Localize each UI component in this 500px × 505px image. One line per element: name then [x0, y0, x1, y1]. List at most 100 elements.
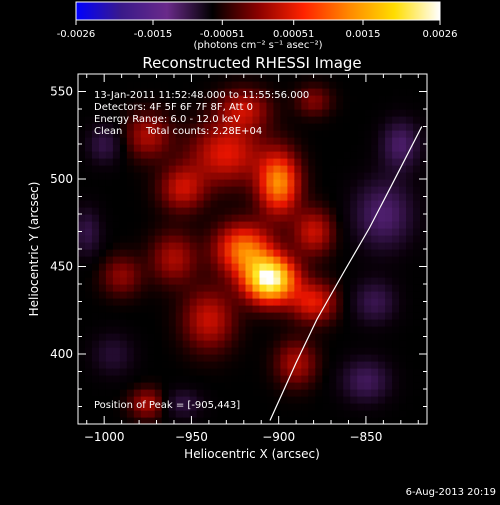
heatmap-cell	[189, 277, 198, 285]
heatmap-cell	[182, 326, 191, 334]
heatmap-cell	[196, 347, 205, 355]
heatmap-cell	[336, 291, 344, 299]
heatmap-cell	[224, 130, 233, 138]
heatmap-cell	[322, 256, 330, 264]
heatmap-cell	[210, 347, 219, 355]
heatmap-cell	[252, 130, 261, 138]
heatmap-cell	[210, 361, 219, 369]
heatmap-cell	[84, 74, 93, 82]
heatmap-cell	[140, 263, 149, 271]
heatmap-cell	[329, 354, 337, 362]
heatmap-cell	[315, 221, 323, 229]
heatmap-cell	[217, 270, 226, 278]
heatmap-cell	[343, 291, 351, 299]
heatmap-cell	[126, 410, 135, 418]
heatmap-cell	[371, 333, 379, 341]
heatmap-cell	[329, 81, 337, 89]
heatmap-cell	[98, 291, 107, 299]
heatmap-cell	[392, 228, 400, 236]
heatmap-cell	[252, 375, 261, 383]
heatmap-cell	[364, 130, 372, 138]
heatmap-cell	[420, 172, 427, 180]
heatmap-cell	[273, 130, 282, 138]
heatmap-cell	[378, 109, 386, 117]
heatmap-cell	[413, 291, 421, 299]
heatmap-cell	[161, 375, 170, 383]
heatmap-cell	[154, 291, 163, 299]
heatmap-cell	[140, 235, 149, 243]
heatmap-cell	[392, 375, 400, 383]
heatmap-cell	[371, 193, 379, 201]
heatmap-cell	[413, 207, 421, 215]
heatmap-cell	[364, 137, 372, 145]
heatmap-cell	[350, 249, 358, 257]
heatmap-cell	[238, 347, 247, 355]
heatmap-cell	[308, 305, 316, 313]
heatmap-cell	[252, 200, 261, 208]
heatmap-cell	[357, 116, 365, 124]
heatmap-cell	[203, 186, 212, 194]
heatmap-cell	[168, 291, 177, 299]
heatmap-cell	[224, 172, 233, 180]
heatmap-cell	[259, 249, 268, 257]
heatmap-cell	[133, 88, 142, 96]
heatmap-cell	[357, 81, 365, 89]
heatmap-cell	[336, 74, 344, 82]
heatmap-cell	[273, 179, 282, 187]
heatmap-cell	[420, 186, 427, 194]
heatmap-cell	[112, 333, 121, 341]
heatmap-cell	[84, 326, 93, 334]
heatmap-cell	[371, 326, 379, 334]
heatmap-cell	[168, 130, 177, 138]
heatmap-cell	[91, 298, 100, 306]
heatmap-cell	[287, 312, 295, 320]
heatmap-cell	[273, 186, 282, 194]
heatmap-cell	[350, 123, 358, 131]
heatmap-cell	[385, 347, 393, 355]
heatmap-cell	[217, 123, 226, 131]
heatmap-cell	[231, 116, 240, 124]
heatmap-cell	[210, 207, 219, 215]
heatmap-cell	[273, 305, 282, 313]
heatmap-cell	[245, 137, 254, 145]
heatmap-cell	[301, 95, 309, 103]
heatmap-cell	[336, 319, 344, 327]
heatmap-cell	[133, 368, 142, 376]
heatmap-cell	[364, 74, 372, 82]
heatmap-cell	[238, 291, 247, 299]
heatmap-cell	[203, 165, 212, 173]
heatmap-cell	[308, 172, 316, 180]
heatmap-cell	[385, 228, 393, 236]
heatmap-cell	[133, 116, 142, 124]
heatmap-cell	[217, 361, 226, 369]
heatmap-cell	[238, 417, 247, 424]
heatmap-cell	[413, 403, 421, 411]
heatmap-cell	[196, 382, 205, 390]
heatmap-cell	[154, 137, 163, 145]
heatmap-cell	[371, 312, 379, 320]
heatmap-cell	[322, 144, 330, 152]
y-tick-label: 400	[50, 347, 73, 361]
heatmap-cell	[133, 291, 142, 299]
heatmap-cell	[336, 207, 344, 215]
heatmap-cell	[210, 249, 219, 257]
heatmap-cell	[399, 403, 407, 411]
heatmap-cell	[196, 368, 205, 376]
heatmap-cell	[203, 403, 212, 411]
heatmap-cell	[196, 284, 205, 292]
heatmap-cell	[238, 396, 247, 404]
heatmap-cell	[217, 137, 226, 145]
annotation-algorithm: Clean	[94, 126, 122, 137]
heatmap-cell	[357, 298, 365, 306]
heatmap-cell	[210, 256, 219, 264]
heatmap-cell	[392, 263, 400, 271]
heatmap-cell	[175, 270, 184, 278]
heatmap-cell	[161, 256, 170, 264]
heatmap-cell	[385, 116, 393, 124]
heatmap-cell	[161, 354, 170, 362]
heatmap-cell	[161, 200, 170, 208]
heatmap-cell	[357, 305, 365, 313]
heatmap-cell	[78, 340, 86, 348]
heatmap-cell	[406, 200, 414, 208]
heatmap-cell	[336, 375, 344, 383]
